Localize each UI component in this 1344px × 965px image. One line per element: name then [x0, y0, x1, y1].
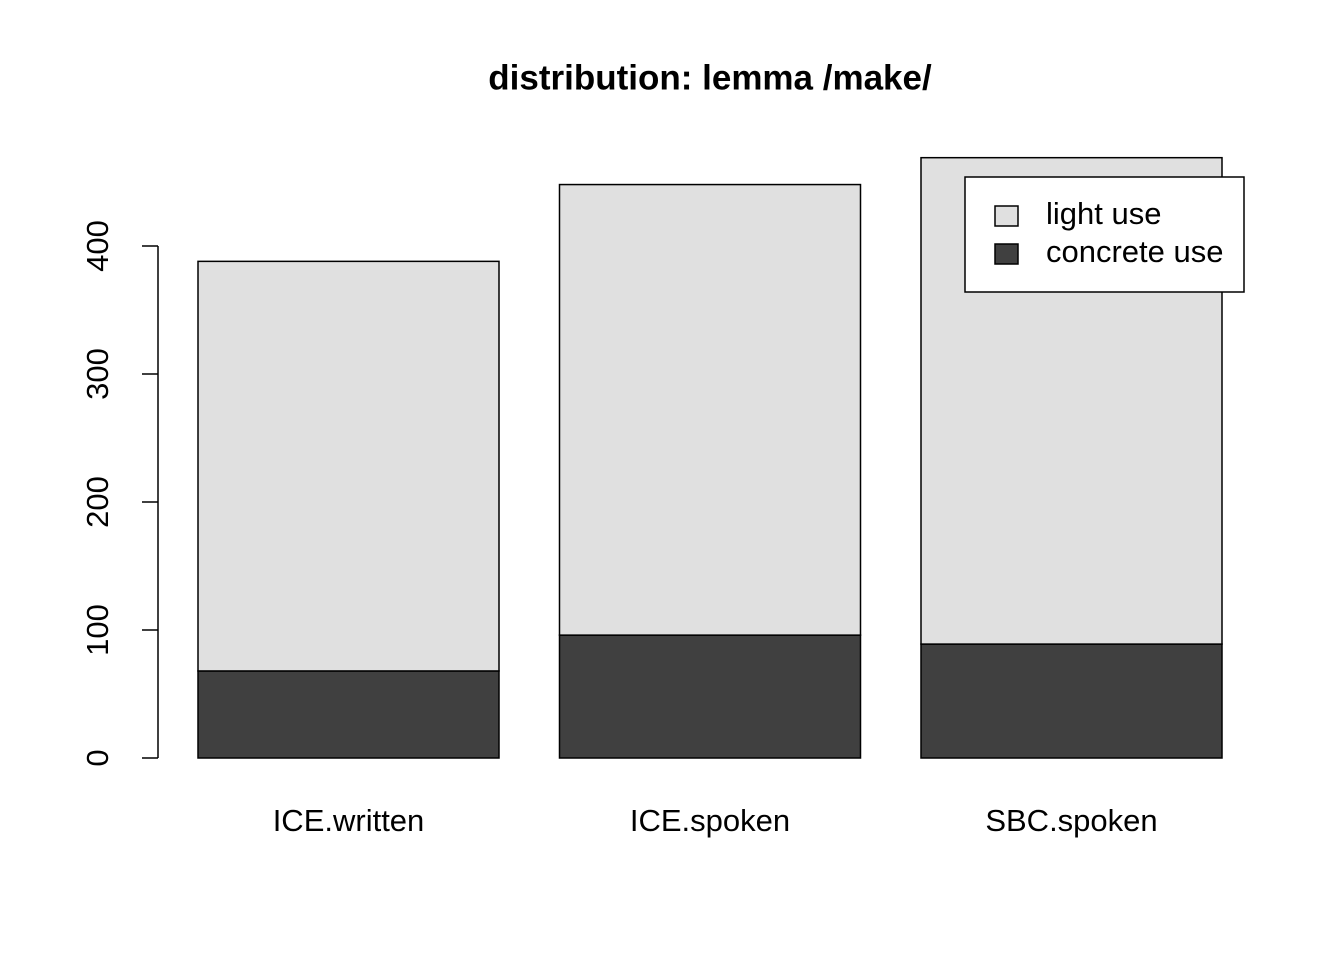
y-tick-label: 100: [80, 604, 115, 656]
x-tick-label: ICE.spoken: [630, 803, 790, 838]
y-tick-label: 0: [80, 749, 115, 766]
bar-segment: [920, 643, 1223, 759]
legend-label: light use: [1046, 196, 1161, 231]
x-tick-label: SBC.spoken: [985, 803, 1157, 838]
bar-segment: [197, 260, 500, 672]
legend-box: [964, 176, 1245, 293]
x-tick-label: ICE.written: [273, 803, 425, 838]
legend-swatch: [994, 205, 1019, 227]
bar-segment: [197, 670, 500, 759]
y-tick-label: 200: [80, 476, 115, 528]
y-tick-label: 400: [80, 220, 115, 272]
bar-segment: [558, 183, 862, 636]
legend-swatch: [994, 243, 1019, 265]
legend-label: concrete use: [1046, 234, 1224, 269]
chart-title: distribution: lemma /make/: [488, 58, 932, 97]
y-tick-label: 300: [80, 348, 115, 400]
bar-segment: [558, 634, 862, 759]
